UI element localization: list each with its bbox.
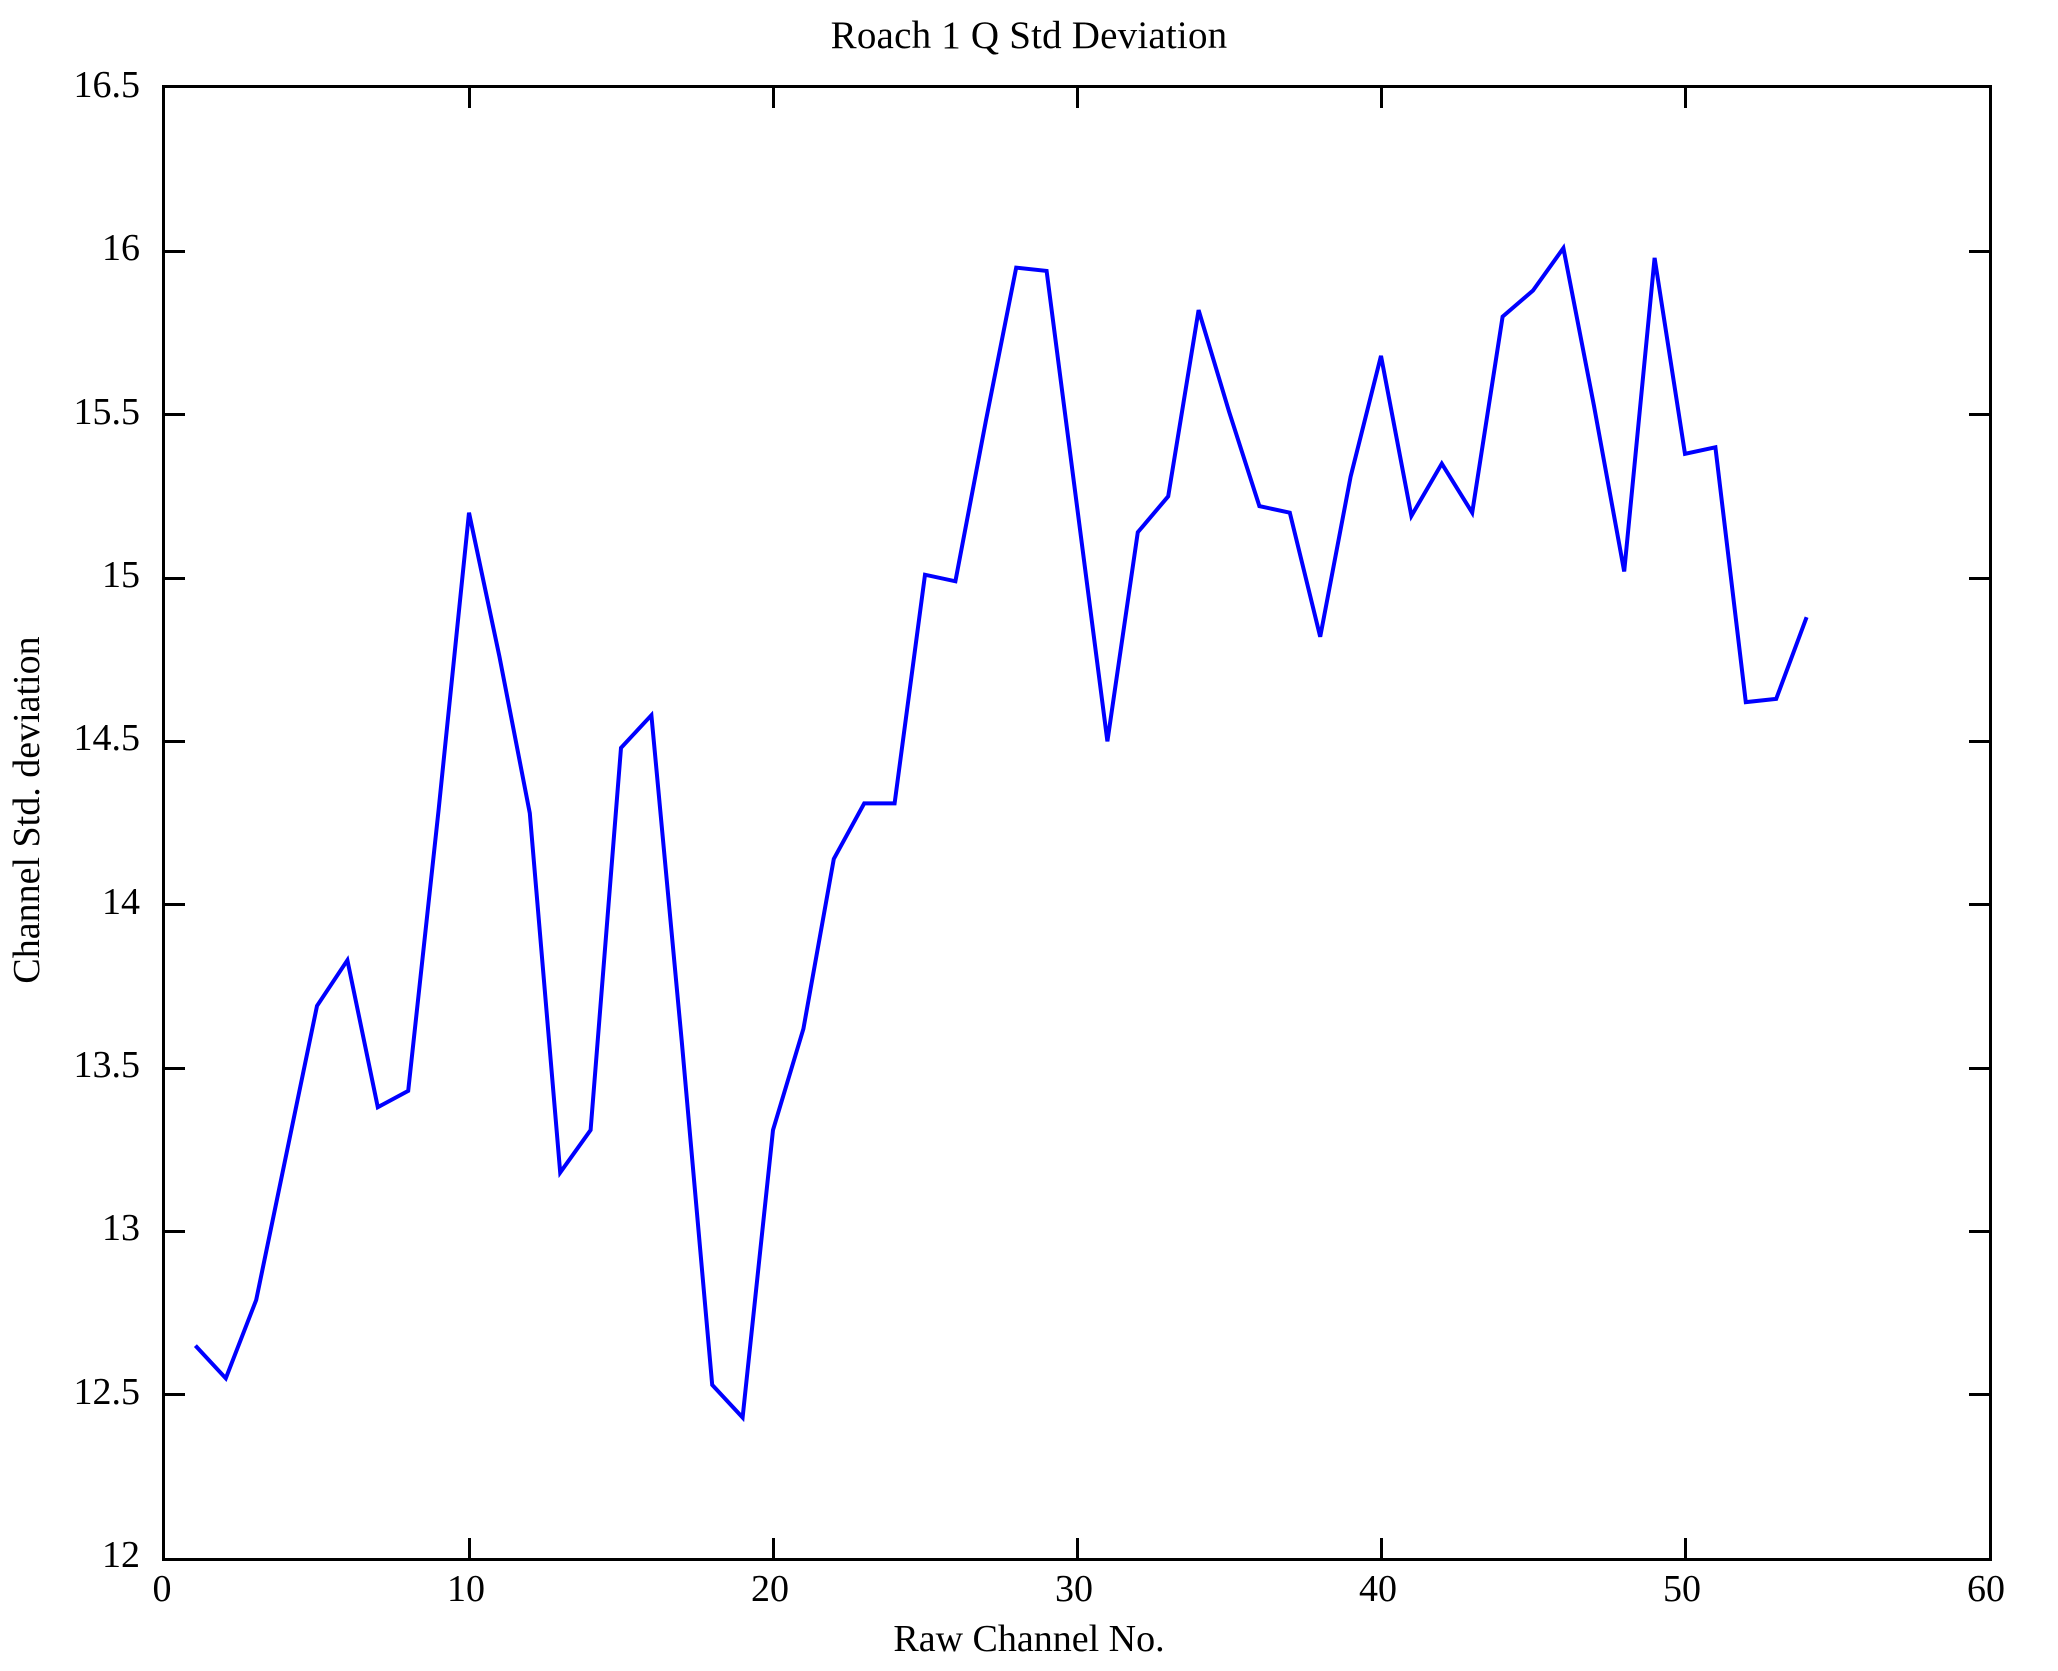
x-tick-mark [467,88,471,108]
y-tick-label: 15 [102,554,140,596]
y-tick-label: 16 [102,227,140,270]
chart-title: Roach 1 Q Std Deviation [830,14,1228,57]
x-tick-label: 60 [1967,1568,2005,1610]
y-tick-label: 12 [102,1534,140,1576]
y-tick-mark [1969,249,1989,253]
y-tick-mark [165,903,185,907]
y-axis-label: Channel Std. deviation [6,636,48,984]
x-axis-label: Raw Channel No. [893,1618,1165,1660]
x-tick-mark [467,1538,471,1558]
y-tick-label: 16.5 [73,64,141,106]
x-tick-label: 50 [1663,1568,1701,1610]
y-tick-mark [165,1229,185,1233]
x-tick-label: 40 [1359,1568,1397,1610]
y-tick-label: 14.5 [73,717,141,760]
data-series-line [193,243,1809,1423]
x-tick-mark [1075,88,1079,108]
x-tick-mark [1379,1538,1383,1558]
y-tick-mark [165,413,185,417]
y-tick-label: 13 [102,1207,140,1250]
y-tick-label: 12.5 [73,1370,141,1413]
y-tick-mark [1969,739,1989,743]
data-line-svg [193,243,1809,1423]
y-tick-mark [165,739,185,743]
y-tick-mark [1969,1066,1989,1070]
y-axis-tick-labels: 12 12.5 13 13.5 14 14.5 15 15.5 16 16.5 [0,0,141,1671]
x-tick-mark [1379,88,1383,108]
x-tick-label: 20 [751,1568,789,1610]
y-tick-mark [1969,1393,1989,1397]
x-tick-mark [771,88,775,108]
y-tick-mark [165,576,185,580]
x-tick-mark [771,1538,775,1558]
x-tick-mark [1683,1538,1687,1558]
y-tick-label: 14 [102,880,140,923]
y-tick-mark [1969,413,1989,417]
plot-area [162,85,1992,1561]
y-tick-mark [165,249,185,253]
x-tick-label: 30 [1055,1568,1093,1610]
x-tick-label: 10 [447,1568,485,1610]
y-tick-mark [165,1393,185,1397]
y-tick-mark [165,1066,185,1070]
y-tick-label: 15.5 [73,390,141,433]
x-tick-mark [1075,1538,1079,1558]
y-tick-mark [1969,903,1989,907]
y-tick-label: 13.5 [73,1044,141,1086]
y-tick-mark [1969,576,1989,580]
x-tick-mark [1683,88,1687,108]
x-tick-label: 0 [152,1568,172,1610]
y-tick-mark [1969,1229,1989,1233]
